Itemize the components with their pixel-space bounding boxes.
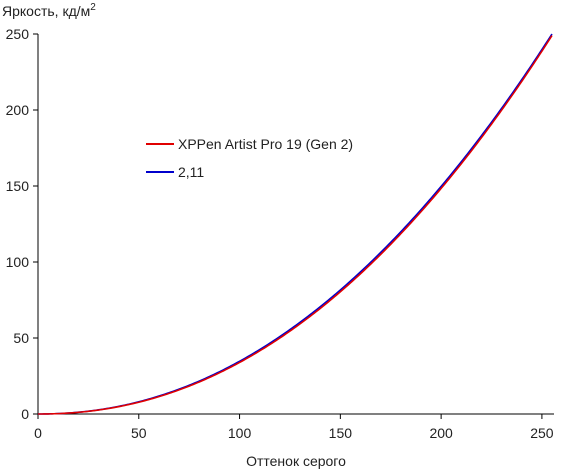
- x-tick-label: 250: [530, 425, 554, 441]
- series-1-point: [551, 35, 552, 36]
- series-line-1: [38, 35, 553, 415]
- series-1-point: [37, 413, 38, 414]
- legend-label-2: 2,11: [178, 164, 204, 180]
- legend-label-1: XPPen Artist Pro 19 (Gen 2): [178, 136, 353, 152]
- x-axis-ticks: 0 50 100 150 200 250: [34, 414, 554, 441]
- x-tick-label: 200: [429, 425, 453, 441]
- series-1-point: [231, 368, 232, 369]
- y-axis-title-superscript: 2: [90, 2, 96, 13]
- series-1-point: [70, 412, 71, 413]
- y-tick-label: 0: [21, 406, 29, 422]
- axes: [37, 34, 554, 415]
- series-1-point: [166, 394, 167, 395]
- legend: XPPen Artist Pro 19 (Gen 2) 2,11: [146, 136, 353, 180]
- series-1-point: [199, 383, 200, 384]
- series-1-point: [102, 409, 103, 410]
- y-tick-label: 200: [6, 102, 30, 118]
- y-tick-label: 250: [6, 26, 30, 42]
- x-tick-label: 150: [329, 425, 353, 441]
- series-1-point: [457, 172, 458, 173]
- series-1-point: [521, 84, 522, 85]
- series-1-point: [263, 350, 264, 351]
- x-axis-title: Оттенок серого: [246, 453, 346, 469]
- series-lines: [37, 33, 553, 415]
- series-1-point: [489, 129, 490, 130]
- y-tick-label: 150: [6, 178, 30, 194]
- y-tick-label: 100: [6, 254, 30, 270]
- y-tick-label: 50: [13, 330, 29, 346]
- series-1-point: [134, 403, 135, 404]
- series-line-2: [38, 33, 553, 415]
- series-1-point: [360, 276, 361, 277]
- x-tick-label: 100: [228, 425, 252, 441]
- series-2-point: [551, 33, 552, 34]
- series-1-point: [424, 210, 425, 211]
- y-axis-title: Яркость, кд/м2: [2, 2, 96, 19]
- y-axis-ticks: 0 50 100 150 200 250: [6, 26, 38, 422]
- series-1-point: [328, 304, 329, 305]
- x-tick-label: 50: [131, 425, 147, 441]
- series-1-point: [295, 329, 296, 330]
- x-tick-label: 0: [34, 425, 42, 441]
- series-1-point: [392, 245, 393, 246]
